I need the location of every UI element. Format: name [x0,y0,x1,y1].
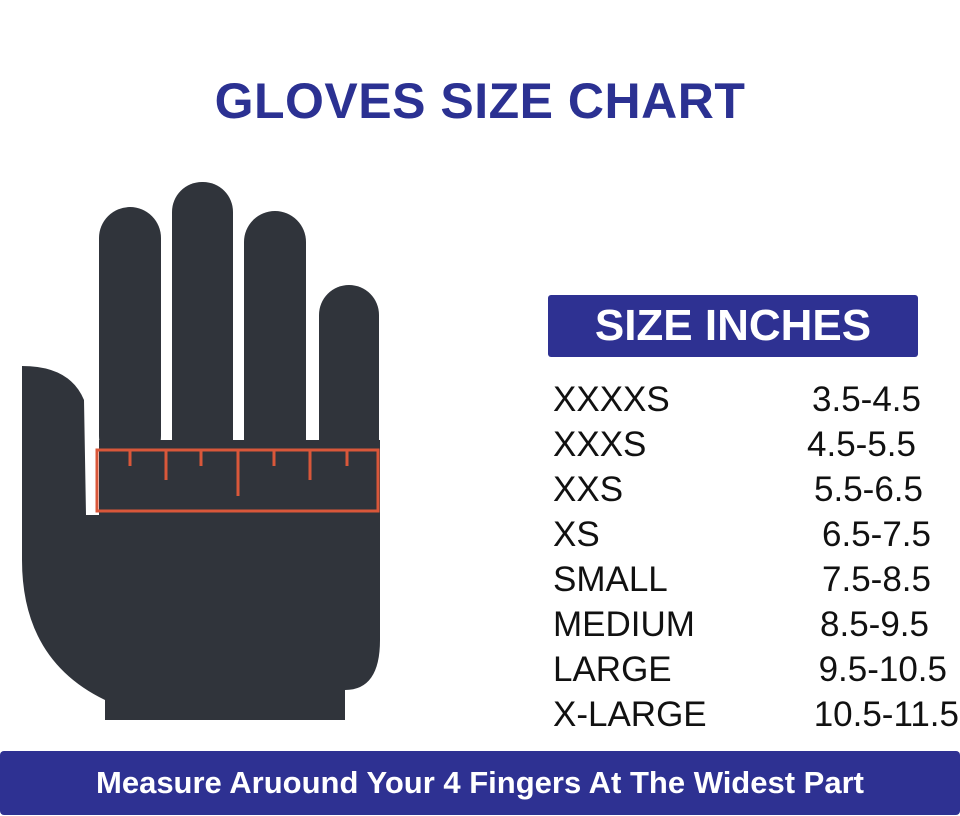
size-table: XXXXS 3.5-4.5 XXXS 4.5-5.5 XXS 5.5-6.5 XS 6.… [553,380,959,740]
page-title: GLOVES SIZE CHART [214,73,746,129]
size-label: X-LARGE [553,695,707,734]
hand-with-ruler-icon [22,182,380,720]
size-label: LARGE [553,650,672,689]
inches-value: 9.5-10.5 [818,650,947,689]
table-row: MEDIUM 8.5-9.5 [553,605,953,650]
inches-value: 10.5-11.5 [813,695,959,734]
table-row: XXXS 4.5-5.5 [553,425,953,470]
inches-value: 6.5-7.5 [822,515,931,554]
inches-value: 4.5-5.5 [807,425,916,464]
inches-value: 7.5-8.5 [822,560,931,599]
table-header: SIZE INCHES [548,295,918,357]
size-label: XXS [553,470,624,509]
size-label: XXXXS [553,380,670,419]
table-row: XXS 5.5-6.5 [553,470,953,515]
size-label: XXXS [553,425,647,464]
inches-value: 3.5-4.5 [812,380,921,419]
table-row: XXXXS 3.5-4.5 [553,380,953,425]
footer-banner: Measure Aruound Your 4 Fingers At The Wi… [0,751,960,815]
table-row: X-LARGE 10.5-11.5 [553,695,959,740]
inches-value: 5.5-6.5 [814,470,923,509]
table-row: SMALL 7.5-8.5 [553,560,953,605]
size-label: SMALL [553,560,668,599]
size-label: XS [553,515,600,554]
table-row: XS 6.5-7.5 [553,515,953,560]
inches-value: 8.5-9.5 [820,605,929,644]
size-label: MEDIUM [553,605,695,644]
table-row: LARGE 9.5-10.5 [553,650,953,695]
